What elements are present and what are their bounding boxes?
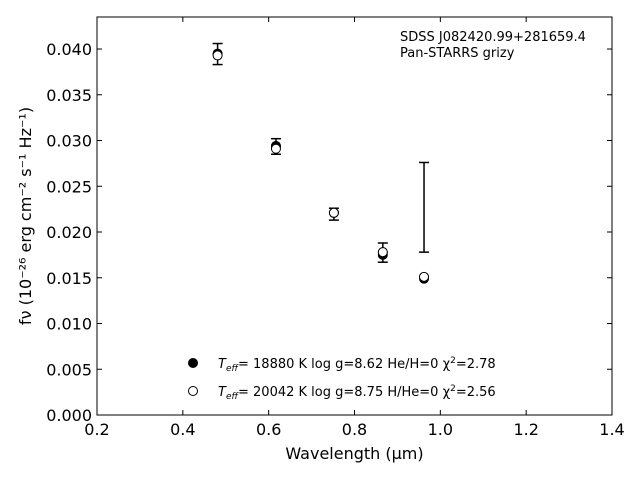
model-point-open xyxy=(212,50,223,61)
legend-entry-1: Teff= 18880 K log g=8.62 He/H=0 χ2=2.78 xyxy=(218,356,496,374)
plot-area xyxy=(96,16,613,416)
model-point-open xyxy=(270,143,281,154)
x-tick-label: 1.0 xyxy=(428,420,453,439)
x-tick-label: 0.6 xyxy=(256,420,281,439)
y-tick-label: 0.005 xyxy=(46,360,92,379)
y-tick-label: 0.040 xyxy=(46,40,92,59)
x-tick-label: 0.4 xyxy=(170,420,195,439)
y-tick-label: 0.020 xyxy=(46,223,92,242)
y-tick-label: 0.000 xyxy=(46,406,92,425)
axis-ticks: 0.2 0.4 0.6 0.8 1.0 1.2 1.4 0.000 0.005 0.010 0.01… xyxy=(46,17,625,439)
model-point-open xyxy=(377,247,388,258)
y-tick-label: 0.010 xyxy=(46,315,92,334)
legend-marker-filled xyxy=(188,358,198,368)
annotation-object-name: SDSS J082420.99+281659.4 xyxy=(400,30,586,45)
legend-marker-open xyxy=(188,386,198,396)
x-tick-label: 1.2 xyxy=(513,420,538,439)
y-axis-label: fν (10⁻²⁶ erg cm⁻² s⁻¹ Hz⁻¹) xyxy=(16,107,35,325)
y-tick-label: 0.030 xyxy=(46,132,92,151)
legend-entry-2: Teff= 20042 K log g=8.75 H/He=0 χ2=2.56 xyxy=(218,384,496,402)
x-axis-label: Wavelength (μm) xyxy=(285,444,423,463)
model-point-open xyxy=(328,207,339,218)
y-tick-label: 0.015 xyxy=(46,269,92,288)
data-points xyxy=(212,48,430,284)
y-tick-label: 0.025 xyxy=(46,177,92,196)
model-point-open xyxy=(419,271,430,282)
x-tick-label: 1.4 xyxy=(599,420,624,439)
annotation-survey: Pan-STARRS grizy xyxy=(400,46,515,61)
legend: Teff= 18880 K log g=8.62 He/H=0 χ2=2.78 … xyxy=(188,356,496,402)
x-tick-label: 0.2 xyxy=(84,420,109,439)
x-tick-label: 0.8 xyxy=(342,420,367,439)
y-tick-label: 0.035 xyxy=(46,86,92,105)
